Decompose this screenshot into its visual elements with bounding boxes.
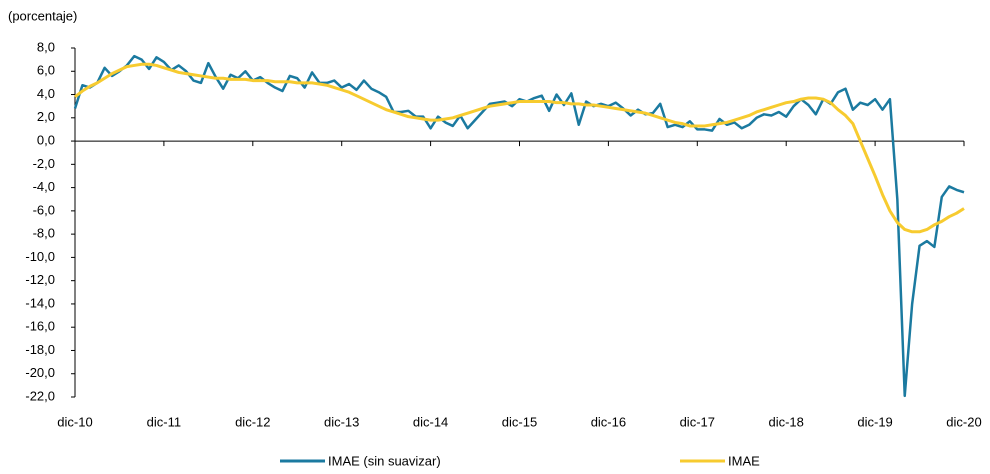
- y-tick-label: -10,0: [25, 249, 55, 264]
- y-tick-label: 6,0: [37, 63, 55, 78]
- x-tick-label: dic-11: [147, 414, 181, 429]
- x-tick-label: dic-12: [235, 414, 270, 429]
- y-tick-label: -20,0: [25, 365, 55, 380]
- y-tick-label: 2,0: [37, 109, 55, 124]
- y-tick-label: -6,0: [33, 202, 55, 217]
- y-tick-label: -4,0: [33, 179, 55, 194]
- series-line: [74, 62, 965, 234]
- legend-label: IMAE (sin suavizar): [328, 453, 441, 468]
- y-tick-label: -22,0: [25, 388, 55, 403]
- y-tick-label: -12,0: [25, 272, 55, 287]
- y-tick-label: -16,0: [25, 319, 55, 334]
- y-tick-label: -14,0: [25, 295, 55, 310]
- y-tick-label: -18,0: [25, 342, 55, 357]
- x-tick-label: dic-17: [680, 414, 715, 429]
- x-tick-label: dic-20: [946, 414, 981, 429]
- y-tick-label: -2,0: [33, 156, 55, 171]
- x-tick-label: dic-13: [324, 414, 359, 429]
- series-line: [73, 54, 965, 398]
- x-tick-label: dic-14: [413, 414, 448, 429]
- y-tick-label: 8,0: [37, 39, 55, 54]
- y-axis-label: (porcentaje): [8, 8, 77, 23]
- x-tick-label: dic-19: [857, 414, 892, 429]
- x-tick-label: dic-18: [768, 414, 803, 429]
- x-tick-label: dic-10: [57, 414, 92, 429]
- y-tick-label: 4,0: [37, 86, 55, 101]
- x-tick-label: dic-15: [502, 414, 537, 429]
- y-tick-label: 0,0: [37, 133, 55, 148]
- legend-label: IMAE: [728, 453, 760, 468]
- y-tick-label: -8,0: [33, 226, 55, 241]
- x-tick-label: dic-16: [591, 414, 626, 429]
